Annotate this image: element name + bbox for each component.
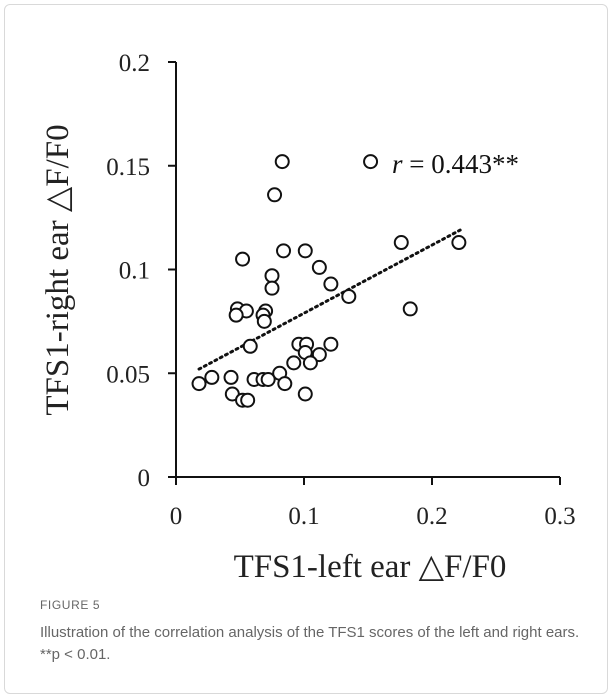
figure-label: FIGURE 5 (40, 598, 101, 612)
data-point (260, 371, 276, 387)
trendline-group (197, 228, 462, 371)
data-point (264, 280, 280, 296)
y-tick-label: 0.05 (106, 361, 150, 388)
data-point (276, 243, 292, 259)
y-axis-title: TFS1-right ear △F/F0 (40, 124, 76, 415)
data-point (264, 268, 280, 284)
data-point (277, 376, 293, 392)
data-point (451, 235, 467, 251)
x-tick-label: 0.1 (288, 503, 319, 530)
data-point (286, 355, 302, 371)
x-tick-label: 0 (170, 503, 183, 530)
data-point (240, 392, 256, 408)
y-tick-label: 0.2 (119, 50, 150, 77)
data-point (311, 347, 327, 363)
r-symbol: r (392, 149, 403, 179)
x-tick-label: 0.3 (544, 503, 575, 530)
y-tick-label: 0 (138, 465, 151, 492)
correlation-annotation: r = 0.443** (392, 149, 519, 179)
data-point (274, 154, 290, 170)
data-point (363, 154, 379, 170)
data-point (256, 313, 272, 329)
data-point (297, 243, 313, 259)
data-point (204, 369, 220, 385)
data-point (311, 259, 327, 275)
trendline (197, 228, 462, 371)
data-point (191, 376, 207, 392)
labels-group: 0 0.05 0.1 0.15 0.2 0 0.1 0.2 0.3 (106, 50, 575, 530)
data-point (297, 386, 313, 402)
scatter-chart: 0 0.05 0.1 0.15 0.2 0 0.1 0.2 0.3 r = 0.443** TF… (40, 50, 576, 585)
y-tick-label: 0.15 (106, 154, 150, 181)
points-group (191, 154, 467, 408)
data-point (393, 235, 409, 251)
axes (168, 61, 561, 485)
figure-caption: Illustration of the correlation analysis… (40, 624, 580, 663)
data-point (242, 338, 258, 354)
data-point (323, 276, 339, 292)
data-point (223, 369, 239, 385)
data-point (302, 355, 318, 371)
data-point (235, 251, 251, 267)
r-value: = 0.443** (403, 149, 519, 179)
data-point (402, 301, 418, 317)
y-tick-label: 0.1 (119, 258, 150, 285)
x-axis-title: TFS1-left ear △F/F0 (234, 549, 507, 585)
data-point (228, 307, 244, 323)
data-point (267, 187, 283, 203)
data-point (341, 288, 357, 304)
x-tick-label: 0.2 (416, 503, 447, 530)
data-point (323, 336, 339, 352)
